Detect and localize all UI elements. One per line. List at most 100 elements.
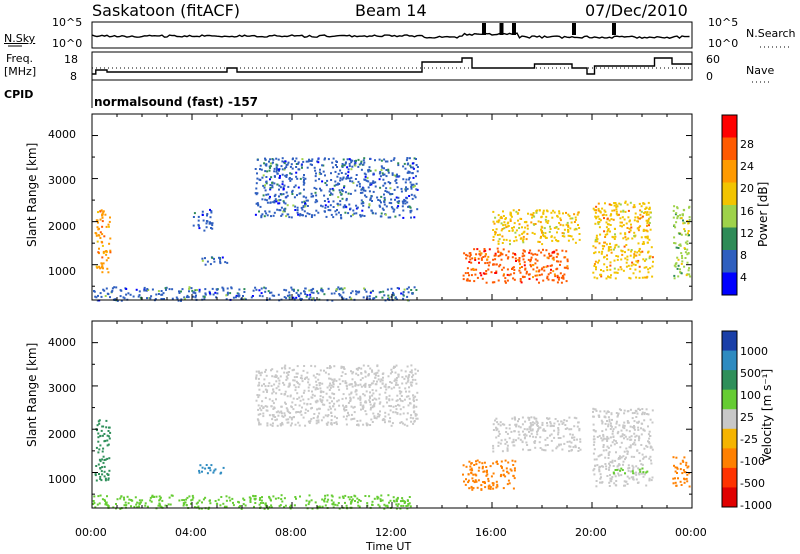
echo-region xyxy=(612,467,649,475)
echo-cell xyxy=(390,368,393,371)
echo-cell xyxy=(636,412,639,415)
echo-cell xyxy=(332,216,335,219)
echo-cell xyxy=(348,296,351,299)
echo-cell xyxy=(332,385,335,388)
echo-cell xyxy=(392,294,395,297)
echo-cell xyxy=(285,166,288,169)
echo-cell xyxy=(273,195,276,198)
echo-cell xyxy=(209,469,212,472)
echo-cell xyxy=(333,378,336,381)
echo-cell xyxy=(363,215,366,217)
echo-cell xyxy=(371,389,374,392)
echo-cell xyxy=(384,383,387,386)
echo-cell xyxy=(600,453,603,456)
echo-cell xyxy=(399,392,402,395)
echo-cell xyxy=(523,221,526,224)
echo-cell xyxy=(507,472,510,475)
echo-cell xyxy=(113,286,116,289)
echo-cell xyxy=(537,220,540,223)
echo-cell xyxy=(501,235,504,238)
echo-cell xyxy=(161,499,164,502)
echo-cell xyxy=(314,376,317,379)
echo-cell xyxy=(386,160,389,163)
echo-cell xyxy=(524,268,527,271)
echo-cell xyxy=(208,290,211,293)
echo-cell xyxy=(109,251,112,254)
echo-cell xyxy=(332,501,335,504)
echo-cell xyxy=(633,426,636,429)
echo-cell xyxy=(497,441,500,444)
echo-cell xyxy=(633,425,635,427)
echo-cell xyxy=(518,260,521,263)
echo-cell xyxy=(310,418,313,421)
echo-cell xyxy=(506,448,509,451)
echo-cell xyxy=(327,414,330,416)
echo-cell xyxy=(645,484,648,487)
echo-cell xyxy=(257,413,260,416)
echo-cell xyxy=(381,419,384,422)
echo-cell xyxy=(637,429,640,431)
echo-cell xyxy=(518,227,521,229)
echo-cell xyxy=(209,502,212,505)
echo-cell xyxy=(609,436,612,439)
echo-cell xyxy=(645,213,648,216)
echo-cell xyxy=(220,496,223,498)
echo-cell xyxy=(393,188,396,191)
echo-cell xyxy=(614,228,616,230)
echo-cell xyxy=(316,160,319,163)
echo-cell xyxy=(676,466,679,469)
echo-cell xyxy=(107,504,109,507)
echo-cell xyxy=(566,224,569,227)
echo-cell xyxy=(643,447,646,450)
echo-cell xyxy=(599,211,602,214)
echo-cell xyxy=(101,256,104,259)
echo-cell xyxy=(259,497,262,499)
echo-cell xyxy=(642,202,645,205)
echo-cell xyxy=(567,239,570,242)
echo-cell xyxy=(625,244,628,246)
echo-cell xyxy=(646,413,649,415)
echo-cell xyxy=(412,374,415,377)
echo-cell xyxy=(472,480,475,482)
echo-cell xyxy=(403,377,406,380)
echo-cell xyxy=(403,162,406,165)
echo-cell xyxy=(165,288,167,291)
echo-cell xyxy=(309,163,312,166)
echo-cell xyxy=(530,416,533,419)
echo-cell xyxy=(282,186,285,189)
echo-cell xyxy=(99,231,102,234)
echo-cell xyxy=(673,274,676,277)
echo-cell xyxy=(243,297,246,300)
echo-cell xyxy=(651,265,654,268)
echo-cell xyxy=(271,181,274,184)
echo-cell xyxy=(359,378,362,381)
echo-cell xyxy=(360,188,363,191)
echo-cell xyxy=(265,374,268,377)
echo-region xyxy=(94,209,112,274)
echo-cell xyxy=(640,216,643,219)
echo-cell xyxy=(688,485,691,488)
echo-cell xyxy=(615,206,618,209)
echo-cell xyxy=(258,423,261,426)
echo-cell xyxy=(604,422,607,425)
echo-cell xyxy=(210,211,213,214)
echo-cell xyxy=(306,166,309,169)
echo-cell xyxy=(304,202,307,204)
echo-cell xyxy=(556,231,558,234)
echo-cell xyxy=(207,466,210,469)
echo-cell xyxy=(620,268,623,271)
echo-cell xyxy=(208,292,211,295)
echo-cell xyxy=(648,222,651,224)
echo-cell xyxy=(534,258,537,261)
echo-cell xyxy=(640,427,642,430)
echo-cell xyxy=(559,437,562,439)
echo-cell xyxy=(521,232,524,235)
echo-cell xyxy=(219,258,222,261)
echo-cell xyxy=(290,406,293,409)
echo-cell xyxy=(603,263,606,266)
echo-cell xyxy=(213,257,215,260)
echo-cell xyxy=(556,252,559,255)
echo-cell xyxy=(405,186,407,189)
echo-cell xyxy=(144,504,147,507)
echo-cell xyxy=(95,446,98,449)
